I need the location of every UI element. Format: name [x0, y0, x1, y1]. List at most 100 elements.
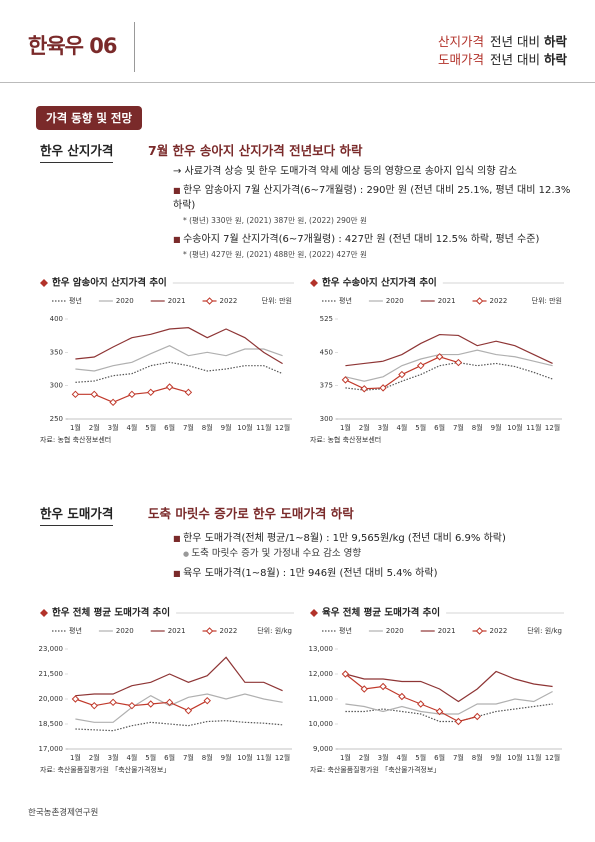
unit-label: 단위: 만원: [532, 296, 562, 305]
x-tick-label: 11월: [526, 753, 541, 762]
y-tick-label: 11,000: [309, 695, 334, 703]
rule: [0, 82, 595, 83]
bullet-note: * (평년) 427만 원, (2021) 488만 원, (2022) 427…: [183, 250, 367, 259]
series-line: [345, 333, 553, 367]
data-point: [90, 701, 98, 710]
x-tick-label: 11월: [526, 423, 541, 432]
legend-marker: [205, 627, 214, 635]
series-line: [345, 361, 553, 391]
source-note: 자료: 농협 축산정보센터: [310, 435, 381, 444]
x-tick-label: 6월: [164, 753, 175, 762]
data-point: [417, 361, 425, 370]
legend-label: 2020: [116, 627, 134, 635]
source-note: 자료: 축산물품질평가원 「축산물가격정보」: [310, 765, 440, 774]
x-tick-label: 4월: [396, 753, 407, 762]
series-line: [75, 345, 283, 372]
summary-trend: 하락: [543, 34, 567, 49]
data-point: [184, 388, 193, 397]
x-tick-label: 1월: [70, 753, 81, 762]
summary-line: 산지가격 전년 대비 하락: [438, 33, 567, 51]
chart-title: 육우 전체 평균 도매가격 추이: [322, 607, 440, 619]
block-body: 한우 도매가격(전체 평균/1~8월) : 1만 9,565원/kg (전년 대…: [173, 527, 573, 581]
data-point: [147, 700, 155, 708]
source-note: 자료: 축산물품질평가원 「축산물가격정보」: [40, 765, 170, 774]
title-marker: [40, 279, 48, 287]
x-tick-label: 3월: [378, 753, 389, 762]
data-point: [435, 707, 444, 716]
x-tick-label: 1월: [340, 753, 351, 762]
bullet-note: 도축 마릿수 증가 및 가정내 수요 감소 영향: [183, 546, 573, 562]
block-body: → 사료가격 상승 및 한우 도매가격 약세 예상 등의 영향으로 송아지 입식…: [173, 164, 573, 262]
x-tick-label: 3월: [378, 423, 389, 432]
title-marker: [40, 609, 48, 617]
data-point: [417, 700, 425, 708]
unit-label: 단위: 원/kg: [257, 626, 292, 635]
x-tick-label: 10월: [507, 423, 522, 432]
bullet-text: 수송아지 7월 산지가격(6~7개월령) : 427만 원 (전년 대비 12.…: [173, 232, 573, 247]
x-tick-label: 1월: [340, 423, 351, 432]
series-line: [345, 690, 553, 715]
x-tick-label: 4월: [126, 423, 137, 432]
chart-title: 한우 전체 평균 도매가격 추이: [52, 607, 170, 619]
x-tick-label: 10월: [237, 753, 252, 762]
legend-label: 2022: [220, 627, 238, 635]
legend-label: 2021: [168, 297, 186, 305]
data-point: [379, 682, 387, 691]
unit-label: 단위: 만원: [262, 296, 292, 305]
y-tick-label: 17,000: [39, 745, 64, 753]
header-summary: 산지가격 전년 대비 하락 도매가격 전년 대비 하락: [438, 33, 567, 69]
x-tick-label: 12월: [545, 423, 560, 432]
source-note: 자료: 농협 축산정보센터: [40, 435, 111, 444]
legend-label: 평년: [69, 296, 82, 305]
text-block: 한우 산지가격 7월 한우 송아지 산지가격 전년보다 하락 → 사료가격 상승…: [40, 140, 570, 260]
chart: 한우 수송아지 산지가격 추이 단위: 만원 평년 2020 2021 2022 300 37…: [306, 275, 568, 454]
y-tick-label: 21,500: [39, 670, 64, 678]
data-point: [454, 358, 463, 367]
x-tick-label: 6월: [434, 753, 445, 762]
chart-title: 한우 수송아지 산지가격 추이: [322, 277, 437, 289]
x-tick-label: 8월: [472, 423, 483, 432]
legend-label: 2020: [386, 627, 404, 635]
legend-label: 2022: [490, 297, 508, 305]
page-title: 한육우 06: [28, 34, 117, 58]
y-tick-label: 525: [320, 315, 333, 323]
block-label: 한우 산지가격: [40, 140, 114, 163]
x-tick-label: 6월: [164, 423, 175, 432]
x-tick-label: 7월: [453, 753, 464, 762]
legend-marker: [475, 297, 484, 305]
data-point: [90, 390, 98, 399]
data-point: [128, 701, 136, 710]
x-tick-label: 3월: [108, 423, 119, 432]
x-tick-label: 10월: [507, 753, 522, 762]
legend-label: 2021: [438, 297, 456, 305]
series-line: [75, 361, 283, 383]
x-tick-label: 5월: [145, 753, 156, 762]
bullet-text: 한우 암송아지 7월 산지가격(6~7개월령) : 290만 원 (전년 대비 …: [173, 183, 573, 213]
bullet: 육우 도매가격(1~8월) : 1만 946원 (전년 대비 5.4% 하락): [173, 566, 573, 581]
series-line: [345, 670, 553, 703]
divider: [134, 22, 135, 72]
arrow-note: → 사료가격 상승 및 한우 도매가격 약세 예상 등의 영향으로 송아지 입식…: [173, 166, 518, 177]
x-tick-label: 4월: [126, 753, 137, 762]
data-point: [473, 712, 481, 721]
x-tick-label: 6월: [434, 423, 445, 432]
series-line: [75, 720, 283, 732]
bullet: 한우 암송아지 7월 산지가격(6~7개월령) : 290만 원 (전년 대비 …: [173, 183, 573, 228]
data-point: [165, 698, 174, 707]
chart: 한우 암송아지 산지가격 추이 단위: 만원 평년 2020 2021 2022 250 30…: [36, 275, 298, 454]
series-line: [75, 693, 283, 723]
x-tick-label: 11월: [256, 753, 271, 762]
data-point: [435, 353, 444, 361]
x-tick-label: 12월: [545, 753, 560, 762]
y-tick-label: 300: [320, 415, 333, 423]
x-tick-label: 9월: [221, 423, 232, 432]
data-point: [184, 706, 193, 715]
series-line: [75, 656, 283, 697]
data-point: [454, 717, 463, 726]
data-point: [341, 376, 350, 384]
legend-marker: [475, 627, 484, 635]
x-tick-label: 3월: [108, 753, 119, 762]
summary-trend: 하락: [543, 52, 567, 67]
chart: 한우 전체 평균 도매가격 추이 단위: 원/kg 평년 2020 2021 2022 17…: [36, 605, 298, 784]
x-tick-label: 9월: [491, 753, 502, 762]
